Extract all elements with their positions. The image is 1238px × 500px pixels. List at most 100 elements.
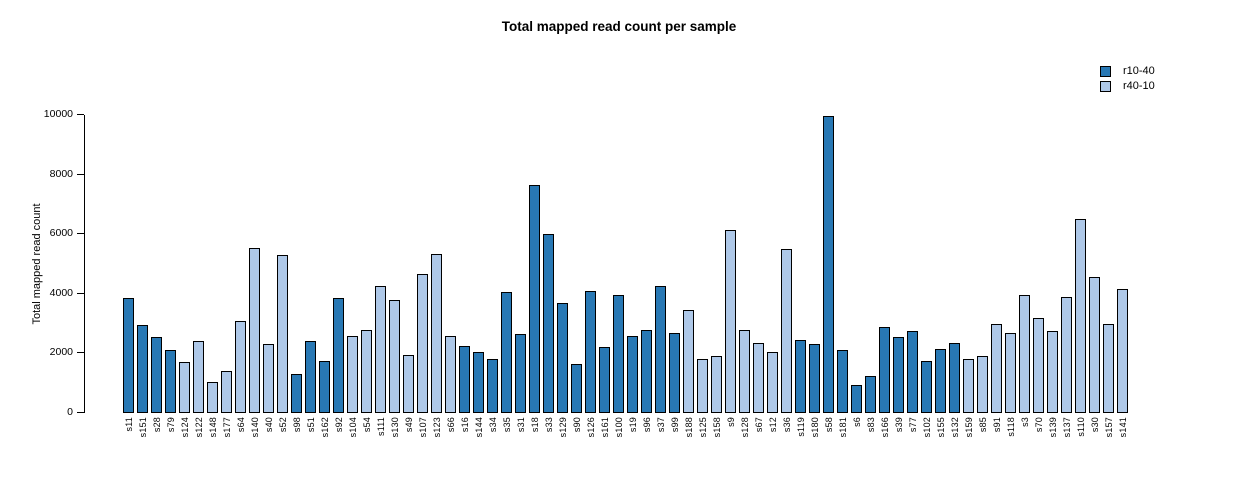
legend-label-r40-10: r40-10	[1123, 80, 1155, 92]
x-label-cell: s11	[123, 417, 134, 431]
x-label-cell: s33	[543, 417, 554, 432]
x-label-cell: s188	[683, 417, 694, 437]
x-tick-label: s9	[725, 417, 736, 427]
x-tick-label: s137	[1061, 417, 1072, 438]
x-tick-label: s18	[529, 417, 540, 433]
x-tick-label: s40	[263, 417, 274, 433]
bar-s35	[501, 292, 512, 413]
x-label-cell: s155	[935, 417, 946, 437]
x-label-cell: s130	[389, 417, 400, 437]
bar-s31	[515, 334, 526, 413]
legend-swatch-dark	[1100, 66, 1111, 77]
x-tick-label: s181	[837, 417, 848, 438]
x-label-cell: s36	[781, 417, 792, 432]
bar-s51	[305, 341, 316, 413]
x-label-cell: s85	[977, 417, 988, 432]
x-label-cell: s18	[529, 417, 540, 432]
x-tick-label: s85	[977, 417, 988, 433]
bar-s132	[949, 343, 960, 413]
legend: r10-40 r40-10	[1100, 64, 1155, 94]
x-label-cell: s52	[277, 417, 288, 432]
y-tick-label: 8000	[49, 167, 73, 180]
chart-title: Total mapped read count per sample	[501, 19, 737, 34]
x-tick-label: s96	[641, 417, 652, 433]
x-tick-label: s124	[179, 417, 190, 438]
x-tick-label: s148	[207, 417, 218, 438]
x-tick-label: s141	[1117, 417, 1128, 438]
x-label-cell: s118	[1005, 417, 1016, 437]
bar-s70	[1033, 318, 1044, 413]
x-label-cell: s125	[697, 417, 708, 437]
x-tick-label: s67	[753, 417, 764, 433]
x-label-cell: s37	[655, 417, 666, 432]
bar-s141	[1117, 289, 1128, 413]
x-label-cell: s129	[557, 417, 568, 437]
y-tick-label: 10000	[43, 108, 73, 120]
x-tick-label: s159	[963, 417, 974, 438]
x-tick-label: s104	[347, 417, 358, 438]
x-label-cell: s140	[249, 417, 260, 437]
bar-s18	[529, 185, 540, 413]
bar-s125	[697, 359, 708, 413]
x-label-cell: s159	[963, 417, 974, 437]
x-label-cell: s12	[767, 417, 778, 432]
x-tick-label: s77	[907, 417, 918, 433]
bar-s79	[165, 350, 176, 413]
x-tick-label: s122	[193, 417, 204, 438]
bar-s33	[543, 234, 554, 413]
bar-s104	[347, 336, 358, 413]
bar-s96	[641, 330, 652, 413]
bar-s157	[1103, 324, 1114, 413]
bar-s155	[935, 349, 946, 413]
x-tick-label: s132	[949, 417, 960, 438]
y-tick-mark	[77, 173, 84, 175]
x-label-cell: s157	[1103, 417, 1114, 437]
x-label-cell: s54	[361, 417, 372, 432]
bar-s137	[1061, 297, 1072, 413]
bar-s54	[361, 330, 372, 413]
x-label-cell: s58	[823, 417, 834, 432]
x-label-cell: s98	[291, 417, 302, 432]
bar-s148	[207, 382, 218, 413]
x-tick-label: s58	[823, 417, 834, 433]
x-label-cell: s177	[221, 417, 232, 437]
legend-item-r40-10: r40-10	[1100, 79, 1155, 94]
x-label-cell: s9	[725, 417, 736, 427]
bar-s139	[1047, 331, 1058, 413]
bar-s6	[851, 385, 862, 413]
x-label-cell: s102	[921, 417, 932, 437]
bar-s124	[179, 362, 190, 413]
x-label-cell: s99	[669, 417, 680, 432]
x-label-cell: s111	[375, 417, 386, 436]
x-tick-label: s161	[599, 417, 610, 438]
bar-s161	[599, 347, 610, 413]
x-tick-label: s91	[991, 417, 1002, 433]
x-tick-label: s129	[557, 417, 568, 438]
y-tick-mark	[77, 114, 84, 115]
bar-s85	[977, 356, 988, 413]
bar-s52	[277, 255, 288, 413]
bars-area	[123, 115, 1128, 413]
bar-s162	[319, 361, 330, 413]
bar-s177	[221, 371, 232, 413]
x-tick-label: s99	[669, 417, 680, 433]
x-tick-label: s155	[935, 417, 946, 438]
x-label-cell: s64	[235, 417, 246, 432]
x-tick-label: s177	[221, 417, 232, 438]
x-label-cell: s67	[753, 417, 764, 432]
x-tick-label: s118	[1005, 417, 1016, 437]
bar-s181	[837, 350, 848, 413]
x-tick-label: s12	[767, 417, 778, 433]
x-tick-label: s130	[389, 417, 400, 438]
bar-s30	[1089, 277, 1100, 413]
x-label-cell: s90	[571, 417, 582, 432]
bar-s98	[291, 374, 302, 413]
bar-s107	[417, 274, 428, 413]
bar-s3	[1019, 295, 1030, 413]
bar-s34	[487, 359, 498, 413]
bar-s9	[725, 230, 736, 413]
x-label-cell: s161	[599, 417, 610, 437]
x-tick-label: s51	[305, 417, 316, 433]
x-axis-labels: s11 s151 s28 s79 s124 s122 s148 s177 s64 s140 s40 s…	[123, 417, 1128, 477]
